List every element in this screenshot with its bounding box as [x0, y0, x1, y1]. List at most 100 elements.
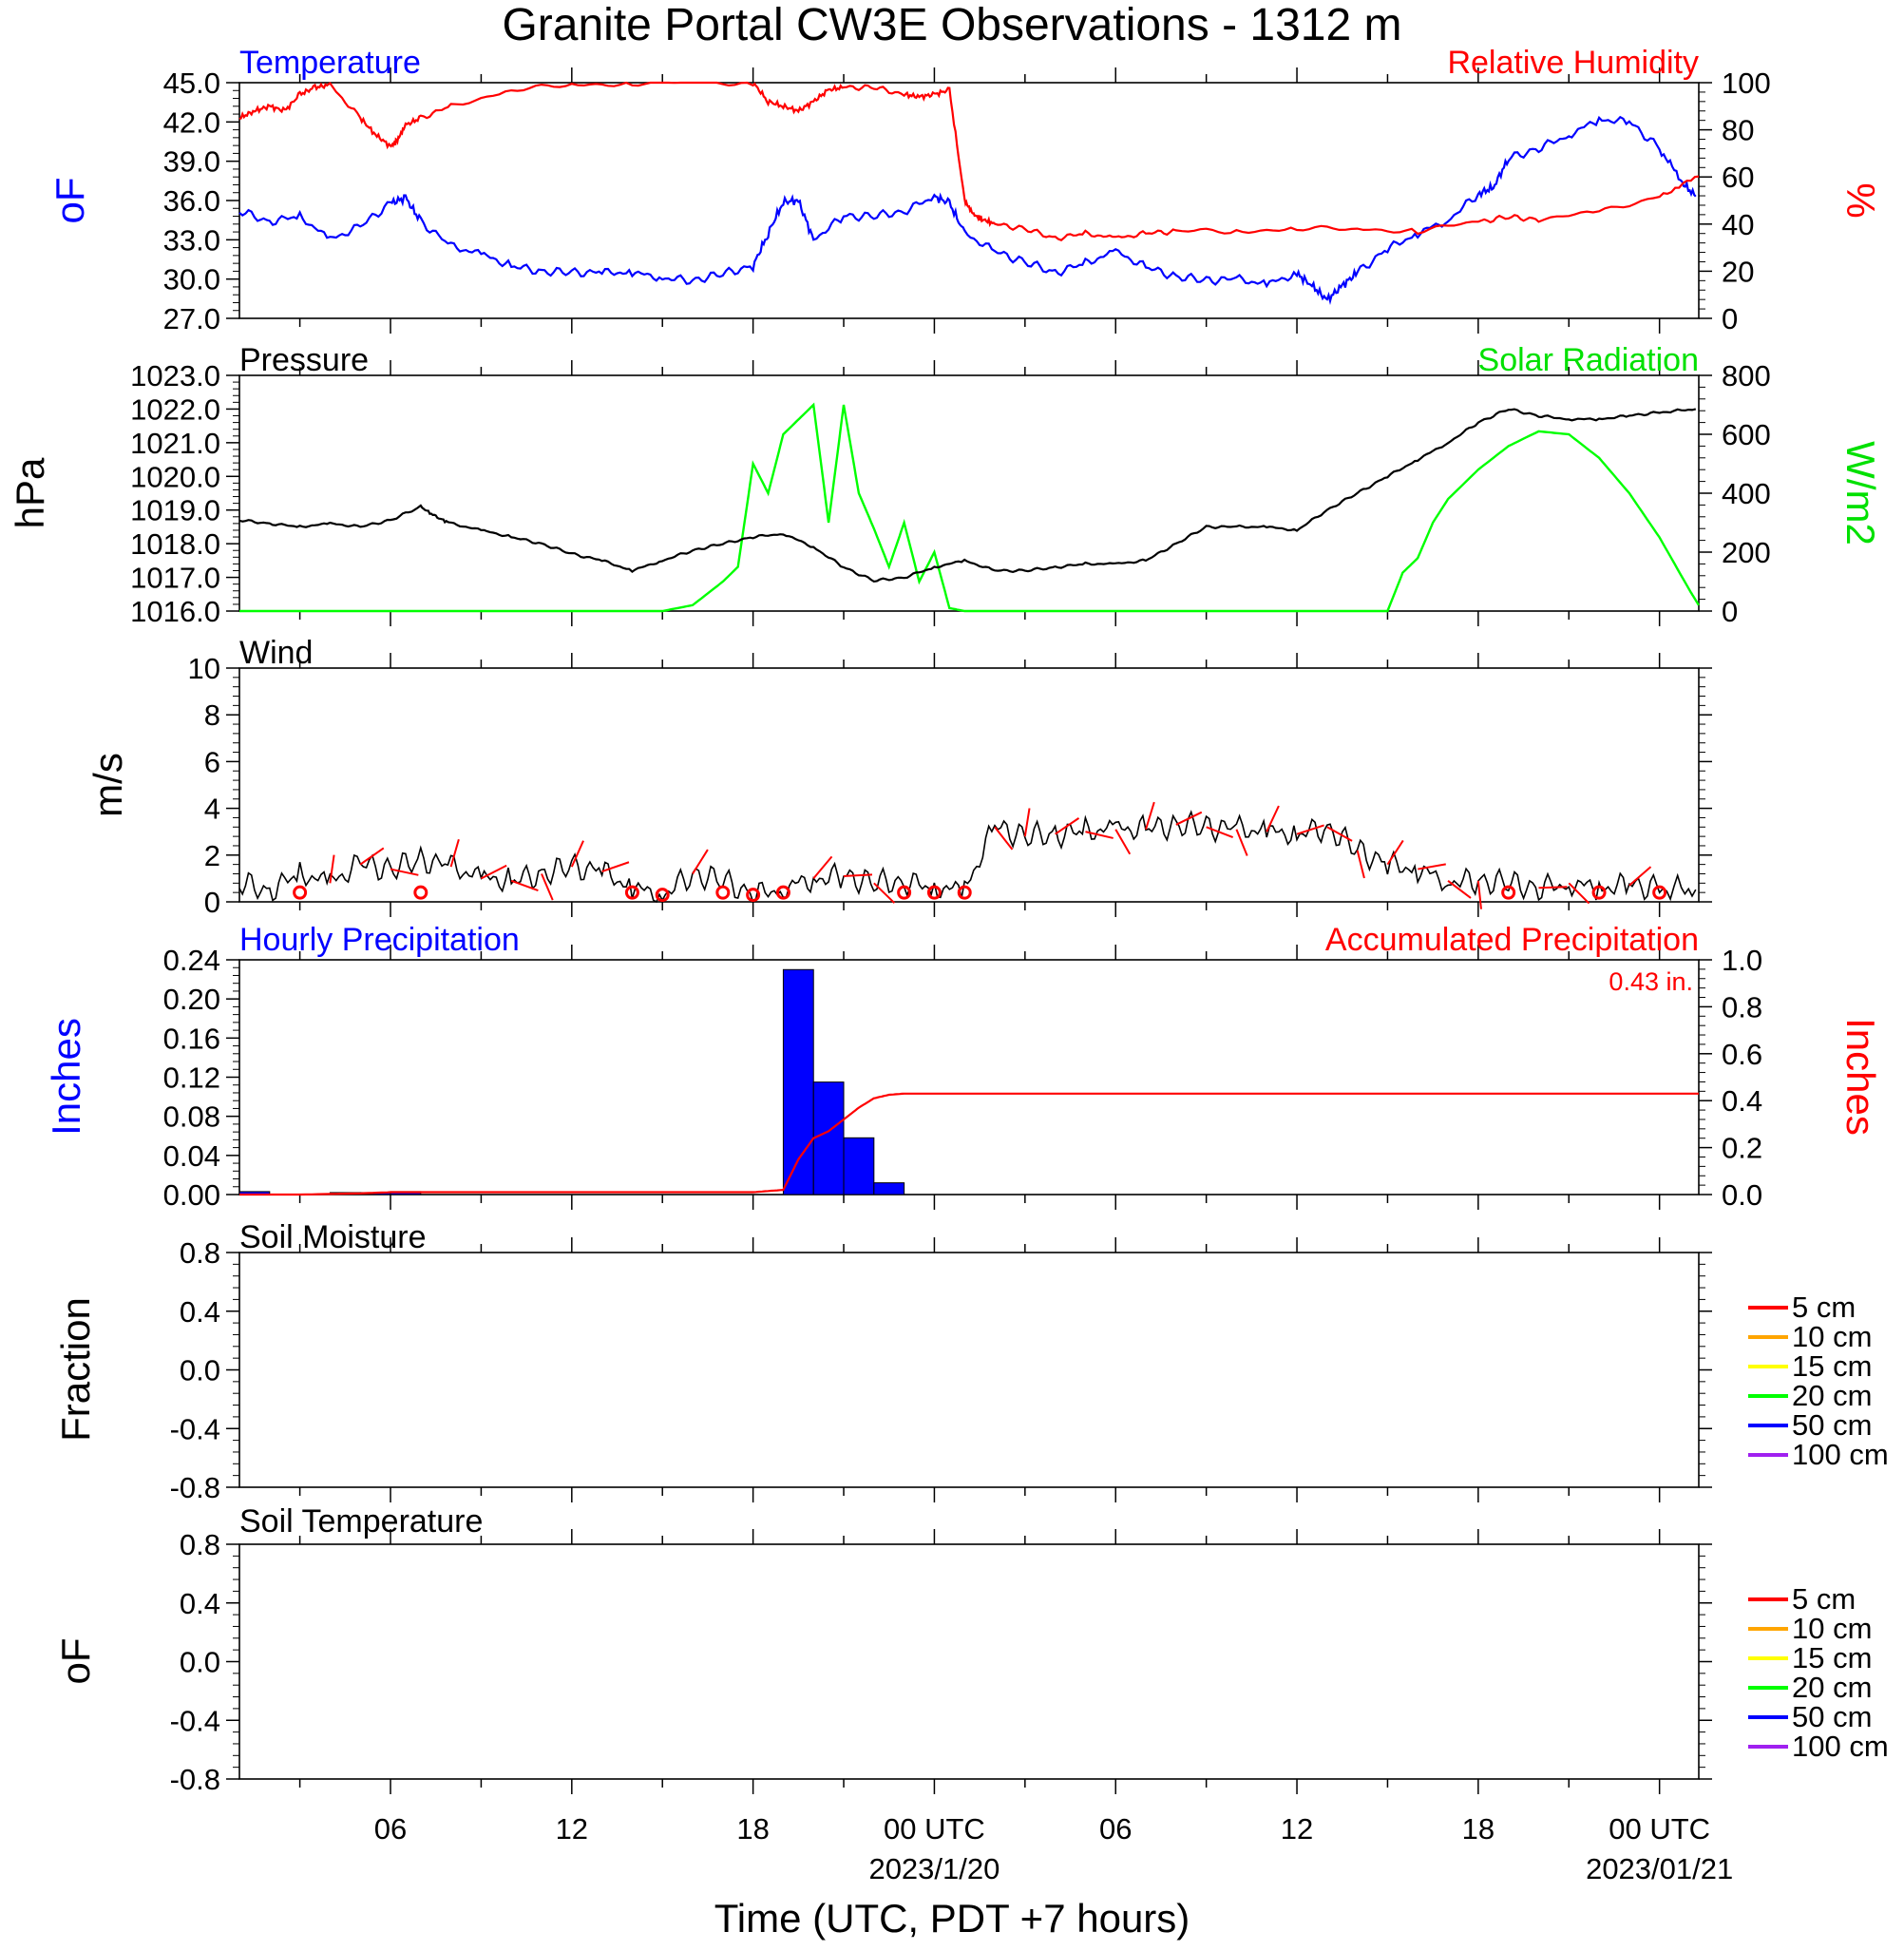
legend-label: 15 cm: [1792, 1349, 1872, 1383]
y-tick-label: 0.16: [163, 1022, 220, 1055]
temp-rh-frame: [238, 82, 1700, 319]
time-axis-labels: 06 12 18 00 UTC 2023/1/20 06 12 18 00 UTC 2023/01…: [374, 1812, 1733, 1885]
wind-barb: [1538, 886, 1568, 889]
calm-wind-marker: [926, 885, 942, 900]
y-tick-label: 0.0: [180, 1646, 220, 1679]
accum-precip-unit: Inches: [1838, 1018, 1883, 1136]
chart-title: Granite Portal CW3E Observations - 1312 …: [502, 0, 1401, 50]
legend-label: 50 cm: [1792, 1408, 1872, 1442]
y-tick-label: 0.4: [180, 1587, 220, 1620]
relative-humidity-title: Relative Humidity: [1447, 45, 1699, 81]
solar-radiation-line: [239, 402, 1700, 613]
wind-barb: [570, 840, 584, 868]
y-tick-label: 0.24: [163, 944, 220, 977]
wind-barb: [1175, 811, 1203, 826]
y-tick-label: 27.0: [163, 302, 220, 335]
legend-label: 100 cm: [1792, 1438, 1889, 1471]
wind-barb: [994, 826, 1014, 851]
x-tick-label: 06: [1099, 1812, 1132, 1846]
soil-temperature-title: Soil Temperature: [239, 1503, 483, 1540]
calm-wind-marker: [1652, 885, 1667, 900]
calm-wind-marker: [897, 885, 912, 900]
calm-wind-marker: [413, 885, 428, 900]
x-date-label: 2023/1/20: [868, 1852, 1000, 1885]
accum-precip-y-axis: 1.0 0.8 0.6 0.4 0.2 0.0: [1699, 944, 1762, 1212]
wind-unit: m/s: [86, 753, 130, 817]
wind-barb: [601, 861, 630, 872]
y-tick-label: -0.4: [170, 1704, 220, 1737]
y-tick-label: 4: [204, 793, 220, 826]
right-y-tick-label: 400: [1722, 477, 1771, 510]
wind-barb: [449, 838, 460, 868]
calm-wind-marker: [1501, 885, 1516, 900]
y-tick-label: 1018.0: [130, 527, 220, 561]
wind-barb: [1023, 808, 1031, 837]
soil-temperature-panel: 0.8 0.4 0.0 -0.4 -0.8 Soil Temperature oF 5 …: [53, 1503, 1889, 1885]
x-tick-label: 12: [1281, 1812, 1313, 1846]
precip-total-label: 0.43 in.: [1609, 967, 1693, 996]
wind-y-axis: 10 8 6 4 2 0: [188, 652, 1712, 919]
accumulated-precip-line: [239, 1092, 1699, 1196]
y-tick-label: 0.0: [180, 1354, 220, 1387]
right-y-tick-label: 0.0: [1722, 1178, 1762, 1212]
hourly-precip-title: Hourly Precipitation: [239, 922, 520, 958]
soil-temp-frame: [238, 1543, 1700, 1780]
right-y-tick-label: 1.0: [1722, 944, 1762, 977]
hourly-precip-unit: Inches: [44, 1018, 88, 1136]
soil-moisture-y-axis: 0.8 0.4 0.0 -0.4 -0.8: [170, 1236, 1712, 1504]
wind-barb: [1447, 880, 1472, 899]
rh-y-axis: 100 80 60 40 20 0: [1699, 67, 1771, 335]
precip-x-ticks: [298, 945, 1661, 1210]
y-tick-label: 1016.0: [130, 595, 220, 628]
soil-temp-y-axis: 0.8 0.4 0.0 -0.4 -0.8: [170, 1528, 1712, 1796]
calm-wind-marker: [624, 885, 639, 900]
wind-barb: [1568, 882, 1590, 905]
legend-label: 20 cm: [1792, 1671, 1872, 1704]
y-tick-label: 42.0: [163, 105, 220, 139]
pressure-solar-panel: 1023.01022.01021.01020.01019.01018.01017…: [8, 342, 1883, 628]
temperature-title: Temperature: [239, 45, 421, 81]
y-tick-label: 0: [204, 886, 220, 919]
wind-barb: [1326, 826, 1353, 842]
wind-barb: [1628, 866, 1652, 887]
y-tick-label: 33.0: [163, 223, 220, 257]
wind-panel: 10 8 6 4 2 0 Wind m/s: [86, 635, 1712, 919]
calm-wind-marker: [746, 888, 761, 903]
y-tick-label: 0.12: [163, 1062, 220, 1095]
right-y-tick-label: 20: [1722, 255, 1754, 288]
y-tick-label: 36.0: [163, 184, 220, 218]
calm-wind-marker: [957, 885, 972, 900]
wind-barb: [1206, 826, 1234, 838]
soil-temperature-unit: oF: [53, 1637, 98, 1684]
wind-frame: [238, 667, 1700, 903]
legend-label: 20 cm: [1792, 1379, 1872, 1412]
temp-rh-x-ticks: [298, 67, 1661, 334]
right-y-tick-label: 600: [1722, 418, 1771, 451]
y-tick-label: 1019.0: [130, 494, 220, 527]
wind-barb: [812, 855, 833, 880]
legend-label: 10 cm: [1792, 1612, 1872, 1645]
temp-y-axis: 45.0 42.0 39.0 36.0 33.0 30.0 27.0: [163, 67, 239, 335]
y-tick-label: 0.20: [163, 983, 220, 1016]
right-y-tick-label: 100: [1722, 67, 1771, 100]
wind-barb: [692, 849, 709, 875]
precip-frame: [238, 959, 1700, 1195]
right-y-tick-label: 200: [1722, 536, 1771, 569]
pressure-title: Pressure: [239, 342, 369, 378]
precip-bar: [873, 1182, 905, 1195]
wind-barb: [359, 847, 385, 866]
solar-unit: W/m2: [1838, 441, 1883, 545]
wind-barb: [390, 868, 419, 876]
x-tick-label: 06: [374, 1812, 407, 1846]
pressure-line: [238, 408, 1697, 583]
y-tick-label: 0.8: [180, 1528, 220, 1561]
solar-y-axis: 800 600 400 200 0: [1699, 359, 1771, 628]
right-y-tick-label: 60: [1722, 161, 1754, 194]
solar-radiation-title: Solar Radiation: [1478, 342, 1699, 378]
soil-moisture-unit: Fraction: [53, 1297, 98, 1442]
right-y-tick-label: 40: [1722, 208, 1754, 241]
x-tick-label: 18: [1462, 1812, 1495, 1846]
y-tick-label: 1022.0: [130, 392, 220, 426]
x-date-label: 2023/01/21: [1586, 1852, 1733, 1885]
